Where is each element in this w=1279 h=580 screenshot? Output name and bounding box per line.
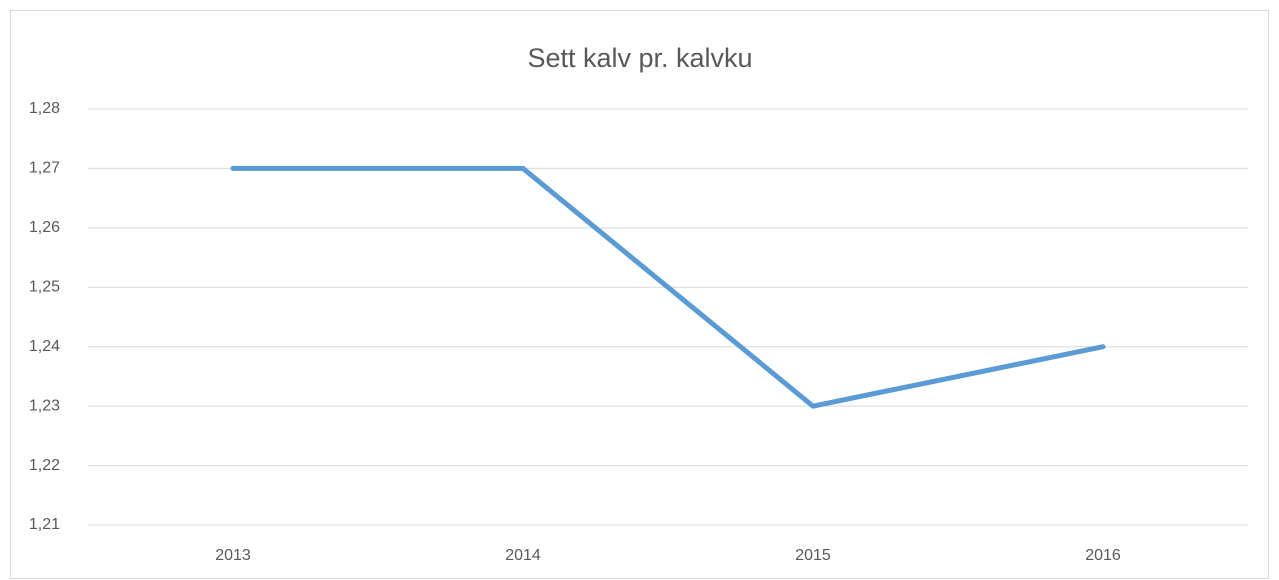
x-tick-label: 2013: [215, 547, 251, 564]
x-tick-label: 2015: [795, 547, 831, 564]
chart-title: Sett kalv pr. kalvku: [527, 43, 752, 73]
y-tick-label: 1,21: [29, 516, 60, 533]
x-tick-label: 2014: [505, 547, 541, 564]
y-tick-label: 1,27: [29, 160, 60, 177]
y-tick-label: 1,26: [29, 219, 60, 236]
y-tick-label: 1,28: [29, 100, 60, 117]
data-line: [230, 165, 1106, 409]
y-tick-label: 1,25: [29, 279, 60, 296]
y-tick-label: 1,22: [29, 457, 60, 474]
y-tick-label: 1,23: [29, 397, 60, 414]
x-tick-label: 2016: [1085, 547, 1121, 564]
chart-frame: [10, 10, 1269, 579]
y-tick-label: 1,24: [29, 338, 60, 355]
